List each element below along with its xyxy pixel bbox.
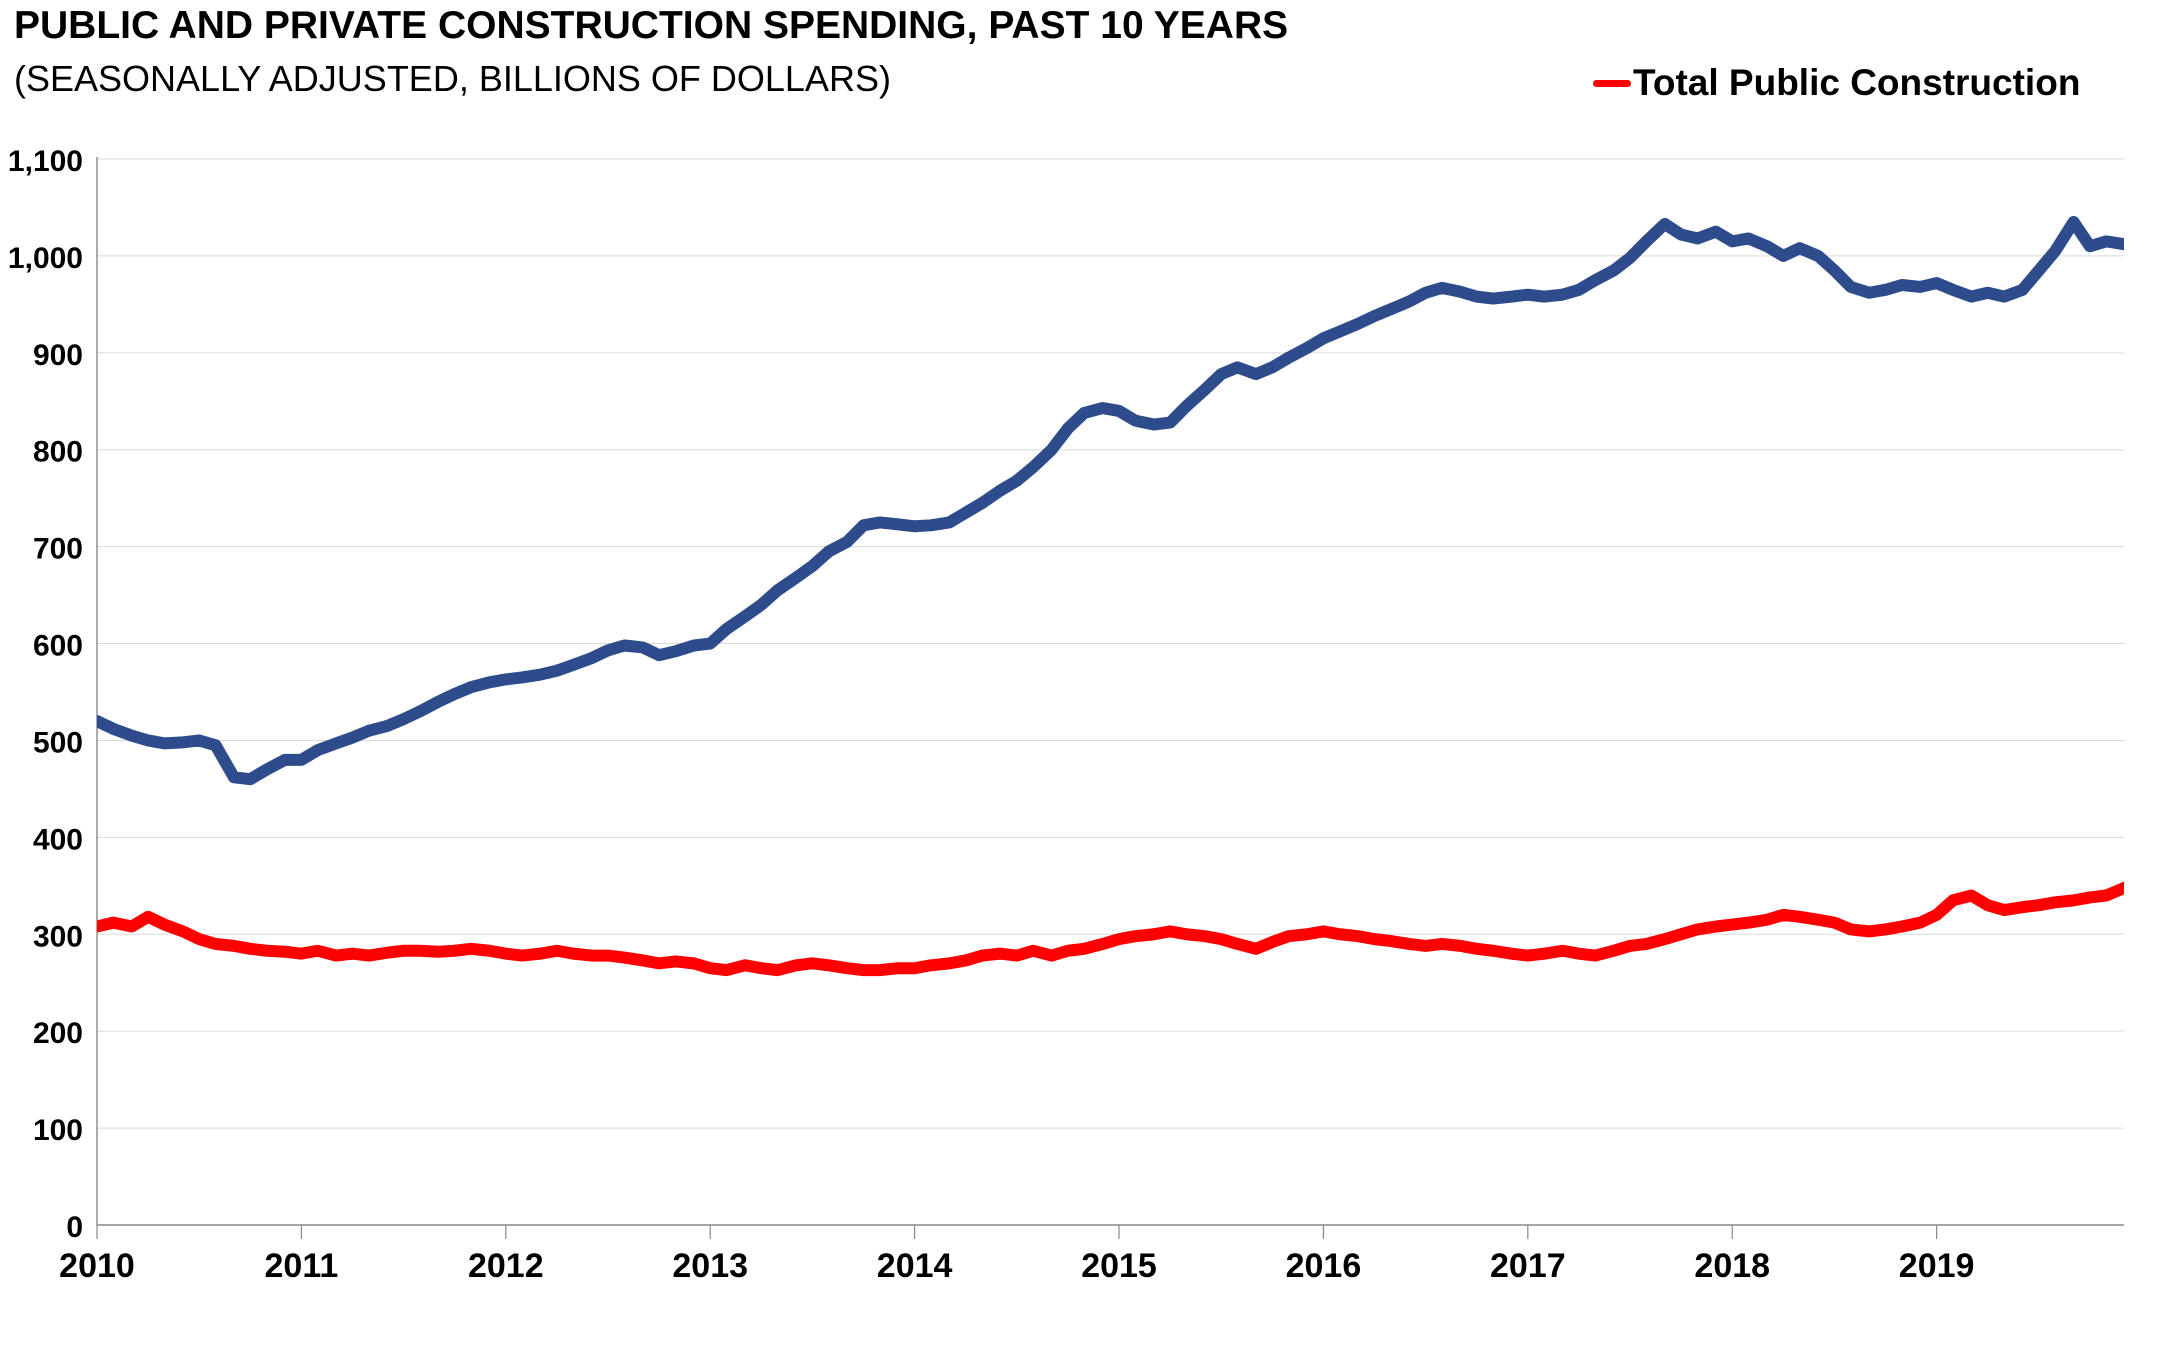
svg-text:0: 0	[66, 1211, 83, 1244]
svg-text:1,100: 1,100	[8, 145, 83, 178]
svg-text:1,000: 1,000	[8, 242, 83, 275]
svg-text:300: 300	[33, 920, 83, 953]
svg-text:2012: 2012	[468, 1247, 544, 1285]
svg-text:700: 700	[33, 533, 83, 566]
svg-text:900: 900	[33, 339, 83, 372]
svg-text:400: 400	[33, 823, 83, 856]
svg-text:600: 600	[33, 630, 83, 663]
svg-text:2018: 2018	[1694, 1247, 1770, 1285]
svg-text:500: 500	[33, 726, 83, 759]
svg-text:2014: 2014	[877, 1247, 953, 1285]
svg-text:2013: 2013	[672, 1247, 748, 1285]
svg-text:2019: 2019	[1899, 1247, 1975, 1285]
svg-text:2010: 2010	[59, 1247, 135, 1285]
svg-text:800: 800	[33, 436, 83, 469]
svg-text:2015: 2015	[1081, 1247, 1157, 1285]
svg-text:100: 100	[33, 1114, 83, 1147]
svg-text:200: 200	[33, 1017, 83, 1050]
svg-text:2017: 2017	[1490, 1247, 1566, 1285]
svg-text:2011: 2011	[265, 1247, 339, 1285]
svg-text:2016: 2016	[1286, 1247, 1362, 1285]
